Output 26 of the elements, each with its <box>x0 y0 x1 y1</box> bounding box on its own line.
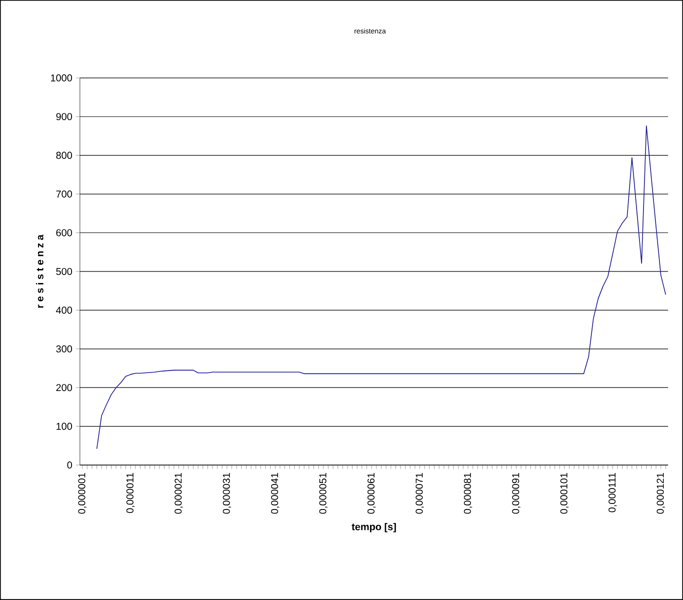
x-tick-label: 0,000001 <box>78 473 86 514</box>
y-tick-label: 300 <box>56 345 72 352</box>
x-tick-label: 0,000041 <box>271 473 280 514</box>
y-tick-label: 0 <box>67 462 72 469</box>
y-tick-label: 900 <box>56 113 72 120</box>
x-tick-label: 0,000081 <box>464 473 472 514</box>
y-tick-label: 500 <box>56 268 72 276</box>
x-tick-label: 0,000011 <box>126 473 135 514</box>
y-tick-label: 700 <box>56 190 72 198</box>
x-tick-label: 0,000061 <box>367 473 376 514</box>
x-tick-label: 0,000101 <box>560 473 569 514</box>
x-axis-title: tempo [s] <box>352 522 396 532</box>
y-tick-label: 200 <box>56 384 72 392</box>
y-tick-label: 800 <box>56 152 72 159</box>
x-tick-label: 0,000111 <box>608 473 617 512</box>
x-tick-label: 0,000121 <box>656 473 665 514</box>
y-tick-label: 400 <box>56 306 72 314</box>
x-tick-label: 0,000071 <box>416 473 424 514</box>
x-tick-label: 0,000031 <box>222 473 232 514</box>
x-tick-label: 0,000021 <box>174 473 183 514</box>
y-tick-label: 1000 <box>51 74 72 82</box>
x-tick-label: 0,000051 <box>319 473 328 514</box>
x-tick-label: 0,000091 <box>512 473 520 514</box>
y-axis-title: r e s i s t e n z a <box>36 234 44 308</box>
y-tick-label: 100 <box>56 422 72 430</box>
y-tick-label: 600 <box>56 229 72 236</box>
